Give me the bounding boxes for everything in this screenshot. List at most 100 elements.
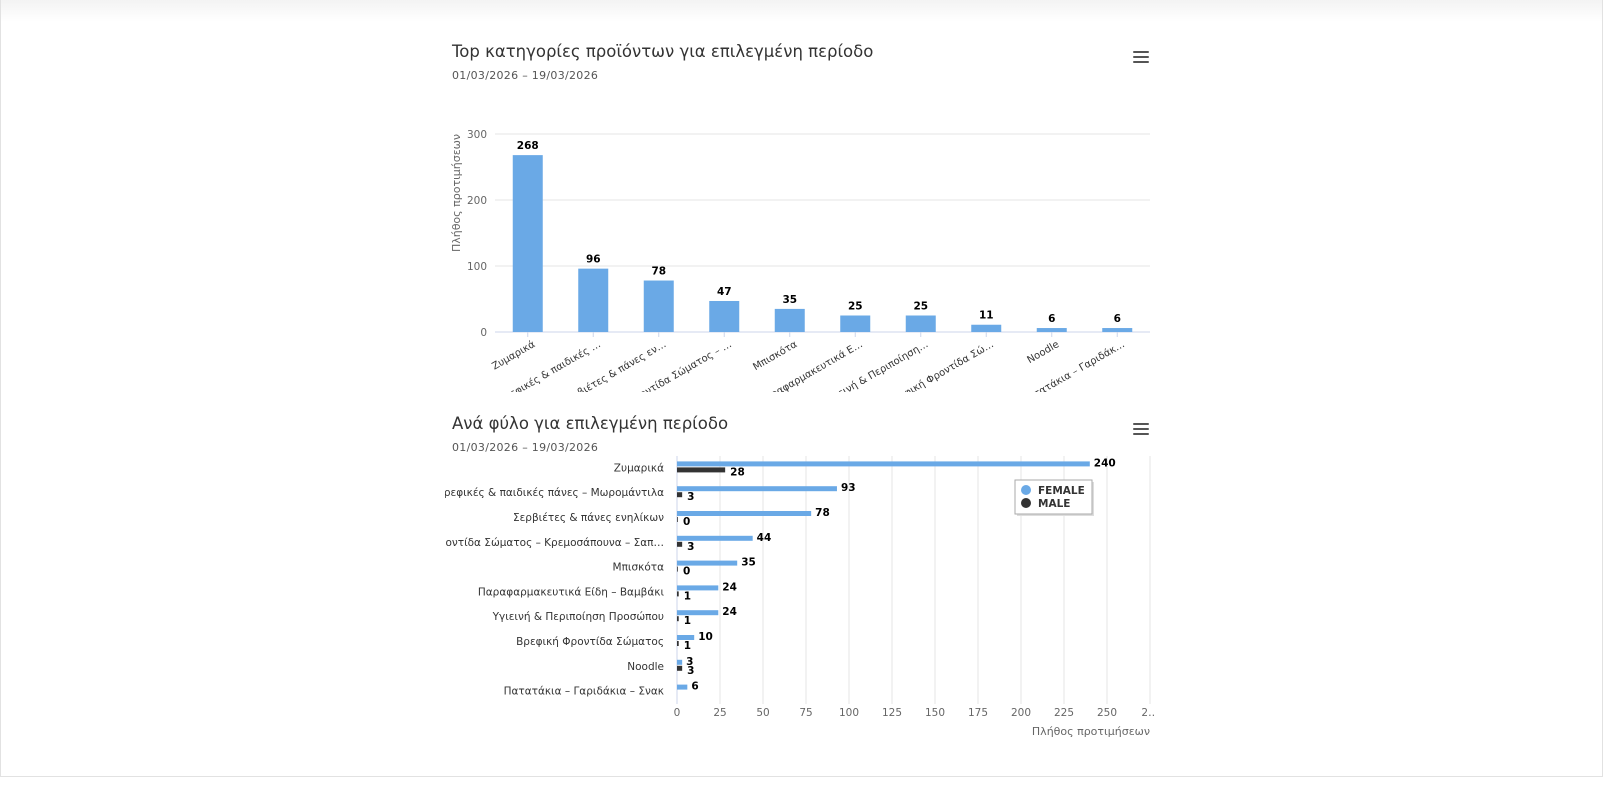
top-bar: [0, 0, 1603, 22]
data-label: 47: [717, 286, 732, 298]
x-tick-label: 150: [925, 707, 945, 719]
bar-female: [677, 535, 753, 541]
y-tick-label: 0: [480, 327, 487, 339]
data-label: 0: [683, 516, 690, 528]
bar: [1036, 328, 1067, 332]
x-tick-label: 125: [882, 707, 902, 719]
data-label: 268: [517, 140, 539, 152]
data-label: 35: [741, 557, 756, 569]
bar-female: [677, 560, 738, 566]
bar-female: [677, 610, 719, 616]
top-categories-chart-card: Top κατηγορίες προϊόντων για επιλεγμένη …: [445, 42, 1155, 392]
legend-marker: [1021, 498, 1031, 508]
bar-male: [677, 665, 683, 671]
bar: [709, 300, 740, 332]
hamburger-menu-icon[interactable]: [1132, 51, 1150, 65]
x-tick-label: 2…: [1141, 707, 1155, 719]
y-tick-label: Πατατάκια – Γαριδάκια – Σνακ: [504, 686, 664, 698]
data-label: 96: [586, 254, 601, 266]
data-label: 0: [683, 566, 690, 578]
data-label: 3: [686, 656, 693, 668]
data-label: 3: [687, 665, 694, 677]
x-tick-label: Noodle: [1025, 339, 1061, 366]
bar-female: [677, 511, 812, 516]
bar: [905, 315, 936, 332]
data-label: 1: [684, 615, 691, 627]
x-tick-label: 50: [756, 707, 769, 719]
bar: [512, 155, 543, 332]
x-tick-label: 0: [674, 707, 681, 719]
data-label: 35: [782, 294, 797, 306]
data-label: 6: [1048, 313, 1055, 325]
gender-chart-card: Ανά φύλο για επιλεγμένη περίοδο 01/03/20…: [445, 414, 1155, 764]
data-label: 6: [1114, 313, 1121, 325]
legend-marker: [1021, 485, 1031, 495]
y-axis-title: Πλήθος προτιμήσεων: [450, 134, 463, 252]
data-label: 28: [730, 466, 745, 478]
bar: [774, 308, 805, 332]
y-tick-label: Υγιεινή & Περιποίηση Προσώπου: [492, 611, 664, 623]
data-label: 11: [979, 310, 994, 322]
bar-male: [677, 467, 726, 473]
bar-female: [677, 635, 695, 640]
data-label: 240: [1094, 457, 1116, 469]
x-tick-label: 200: [1011, 707, 1031, 719]
data-label: 1: [684, 640, 691, 652]
y-tick-label: Φροντίδα Σώματος – Κρεμοσάπουνα – Σαπ…: [445, 537, 664, 549]
y-tick-label: 300: [467, 129, 487, 141]
y-tick-label: Noodle: [627, 661, 664, 673]
chart-subtitle: 01/03/2026 – 19/03/2026: [452, 69, 599, 82]
data-label: 1: [684, 590, 691, 602]
bar-male: [677, 616, 679, 622]
bar-male: [677, 566, 678, 572]
x-tick-label: 75: [799, 707, 812, 719]
top-categories-bar-chart: 0 100 200 300 Πλήθος προτιμήσεων 268 Ζυμαρικά 9…: [450, 129, 1150, 392]
x-tick-label: 225: [1054, 707, 1074, 719]
bar: [840, 315, 871, 332]
y-tick-label: Παραφαρμακευτικά Είδη – Βαμβάκι: [478, 586, 665, 598]
bar-female: [677, 486, 837, 492]
y-tick-label: Ζυμαρικά: [614, 462, 664, 474]
chart-title: Top κατηγορίες προϊόντων για επιλεγμένη …: [452, 42, 874, 61]
x-tick-label: 250: [1097, 707, 1117, 719]
y-tick-label: 100: [467, 261, 487, 273]
bar-male: [677, 541, 683, 547]
data-label: 3: [687, 491, 694, 503]
data-label: 24: [722, 606, 737, 618]
data-label: 25: [913, 301, 928, 313]
x-tick-label: 25: [713, 707, 726, 719]
x-tick-label: Βρεφική Φροντίδα Σώ…: [886, 338, 996, 392]
bar-male: [677, 492, 683, 498]
x-tick-label: Ζυμαρικά: [490, 338, 538, 373]
data-label: 78: [815, 507, 830, 519]
data-label: 24: [722, 581, 737, 593]
hamburger-menu-icon[interactable]: [1132, 423, 1150, 437]
x-tick-label: Φροντίδα Σώματος – …: [625, 338, 733, 392]
bar-female: [677, 659, 683, 665]
y-tick-label: 200: [467, 195, 487, 207]
x-tick-label: 175: [968, 707, 988, 719]
x-tick-label: Πατατάκια – Γαριδάκ…: [1019, 338, 1126, 392]
legend-label: FEMALE: [1038, 485, 1085, 497]
x-axis-title: Πλήθος προτιμήσεων: [1032, 725, 1150, 738]
chart-title: Ανά φύλο για επιλεγμένη περίοδο: [452, 414, 729, 433]
bar-female: [677, 684, 688, 690]
data-label: 44: [757, 532, 772, 544]
bar: [578, 268, 609, 332]
legend-label: MALE: [1038, 498, 1070, 510]
bar: [971, 324, 1002, 332]
y-tick-label: Βρεφικές & παιδικές πάνες – Μωρομάντιλα: [445, 487, 664, 499]
bar-male: [677, 517, 678, 522]
data-label: 3: [687, 541, 694, 553]
chart-subtitle: 01/03/2026 – 19/03/2026: [452, 441, 599, 454]
data-label: 25: [848, 301, 863, 313]
bar-female: [677, 585, 719, 591]
data-label: 10: [698, 631, 713, 643]
bar: [1102, 328, 1133, 332]
x-tick-label: 100: [839, 707, 859, 719]
data-label: 93: [841, 482, 856, 494]
y-tick-label: Βρεφική Φροντίδα Σώματος: [516, 636, 664, 648]
data-label: 6: [691, 681, 698, 693]
x-tick-label: Μπισκότα: [751, 338, 800, 373]
